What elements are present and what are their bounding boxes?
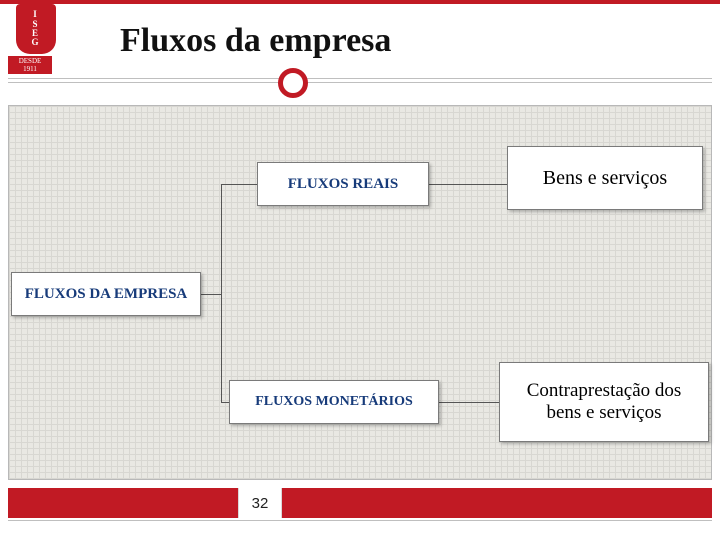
iseg-logo: I S E G DESDE 1911 (8, 4, 64, 76)
connector (439, 402, 499, 403)
logo-year: DESDE 1911 (8, 56, 52, 74)
connector (221, 402, 229, 403)
bottom-thin-rule (8, 520, 712, 521)
node-bens-servicos: Bens e serviços (507, 146, 703, 210)
top-accent-strip (0, 0, 720, 4)
node-root: FLUXOS DA EMPRESA (11, 272, 201, 316)
node-fluxos-monetarios: FLUXOS MONETÁRIOS (229, 380, 439, 424)
logo-letter: G (31, 38, 40, 47)
rule-line (8, 82, 712, 83)
connector (221, 184, 222, 402)
rule-line (8, 78, 712, 79)
accent-circle-icon (278, 68, 308, 98)
diagram-area: FLUXOS DA EMPRESA FLUXOS REAIS FLUXOS MO… (8, 105, 712, 480)
node-contraprestacao: Contraprestação dos bens e serviços (499, 362, 709, 442)
connector (201, 294, 221, 295)
node-fluxos-reais: FLUXOS REAIS (257, 162, 429, 206)
bottom-bar: 32 (8, 488, 712, 518)
connector (221, 184, 257, 185)
connector (429, 184, 507, 185)
slide-title: Fluxos da empresa (120, 22, 391, 60)
page-number: 32 (238, 488, 282, 518)
slide: I S E G DESDE 1911 Fluxos da empresa FLU… (0, 0, 720, 540)
logo-shield: I S E G (16, 4, 56, 54)
title-rule (8, 78, 712, 86)
